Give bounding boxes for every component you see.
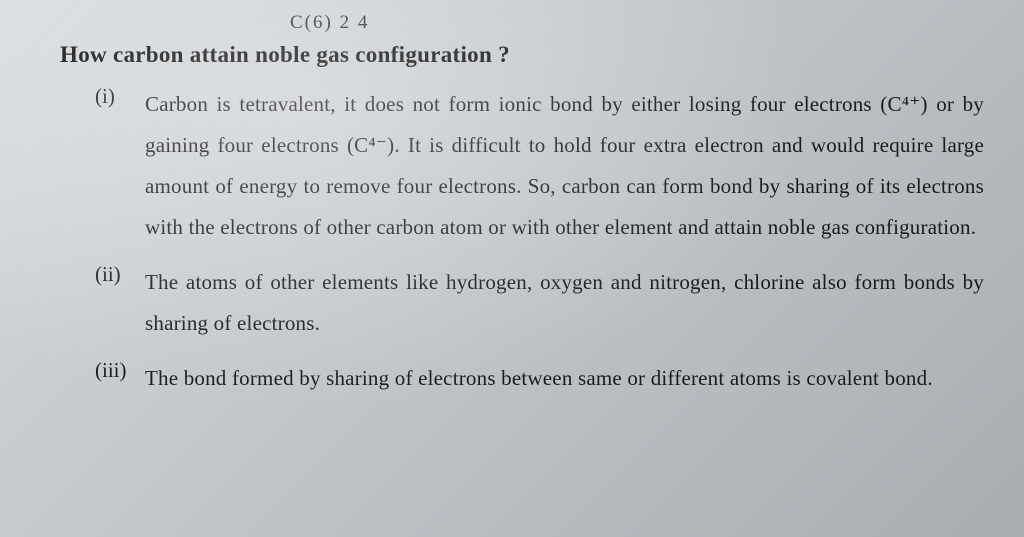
- item-text: Carbon is tetravalent, it does not form …: [145, 84, 984, 248]
- list-item: (ii) The atoms of other elements like hy…: [95, 262, 984, 344]
- item-number: (ii): [95, 262, 145, 344]
- question-title: How carbon attain noble gas configuratio…: [60, 42, 984, 68]
- item-text: The bond formed by sharing of electrons …: [145, 358, 933, 399]
- item-number: (iii): [95, 358, 145, 399]
- list-item: (iii) The bond formed by sharing of elec…: [95, 358, 984, 399]
- item-number: (i): [95, 84, 145, 248]
- item-text: The atoms of other elements like hydroge…: [145, 262, 984, 344]
- list-item: (i) Carbon is tetravalent, it does not f…: [95, 84, 984, 248]
- partial-top-line: C(6) 2 4: [290, 12, 984, 34]
